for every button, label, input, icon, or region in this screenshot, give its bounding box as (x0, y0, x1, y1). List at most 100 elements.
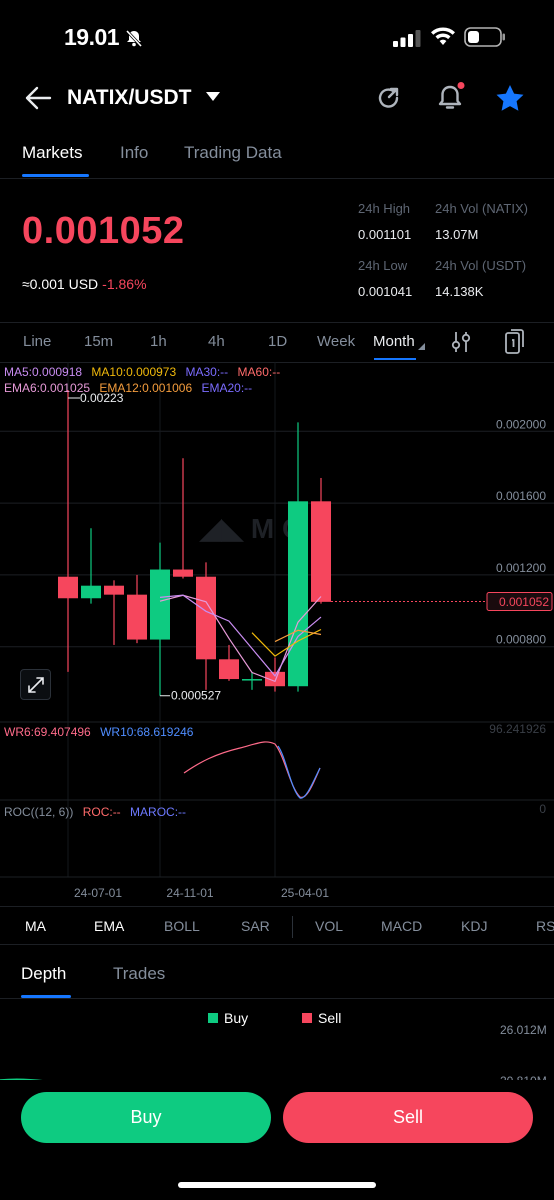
low-marker-label: 0.000527 (171, 689, 221, 703)
interval-month[interactable]: Month (373, 333, 415, 350)
interval-1h[interactable]: 1h (150, 333, 167, 350)
buy-swatch (208, 1013, 218, 1023)
candlestick-chart[interactable]: 0.002000 0.001600 0.001200 0.000800 24-07-01… (0, 362, 554, 902)
indicator-ema[interactable]: EMA (94, 918, 125, 934)
indicator-macd[interactable]: MACD (381, 918, 423, 934)
high-label: 24h High (358, 201, 411, 216)
candle-body (265, 671, 285, 687)
cellular-signal-icon (393, 30, 421, 47)
maroc-value: MAROC:-- (130, 805, 187, 819)
candle-body (58, 576, 78, 599)
indicator-sar[interactable]: SAR (241, 918, 270, 934)
roc-value: ROC:-- (82, 805, 121, 819)
sell-legend-label: Sell (318, 1010, 342, 1026)
interval-15m[interactable]: 15m (84, 333, 114, 350)
ma10-value: MA10:0.000973 (91, 365, 177, 379)
last-price-tag (486, 591, 553, 611)
indicator-vol[interactable]: VOL (315, 918, 344, 934)
candle-body (311, 501, 331, 602)
roc-legend: ROC((12, 6)) ROC:-- MAROC:-- (4, 805, 186, 819)
ma60-value: MA60:-- (237, 365, 281, 379)
high-marker-label: 0.00223 (80, 391, 124, 405)
indicator-boll[interactable]: BOLL (164, 918, 200, 934)
roc-axis-label: 0 (539, 802, 546, 816)
indicator-ma[interactable]: MA (25, 918, 46, 934)
silent-mode-icon (124, 28, 144, 48)
candle-body (288, 501, 308, 687)
depth-legend-sell: Sell (302, 1010, 341, 1026)
tab-trading-data[interactable]: Trading Data (184, 143, 282, 162)
candle-body (242, 679, 262, 681)
indicator-settings-icon[interactable] (450, 330, 472, 354)
interval-active-underline (374, 358, 416, 360)
last-price-tag-label: 0.001052 (499, 595, 549, 609)
low-label: 24h Low (358, 258, 408, 273)
indicator-rsi[interactable]: RS (536, 918, 554, 934)
wr6-value: WR6:69.407496 (4, 725, 91, 739)
interval-more-caret-icon (418, 343, 425, 350)
y-tick-label: 0.000800 (496, 633, 546, 647)
x-tick-label: 25-04-01 (281, 886, 329, 900)
wr-legend: WR6:69.407496 WR10:68.619246 (4, 725, 193, 739)
buy-button[interactable]: Buy (21, 1092, 271, 1143)
candle-body (219, 659, 239, 680)
interval-top-divider (0, 322, 554, 323)
wr-axis-label: 96.241926 (489, 722, 546, 736)
fullscreen-button[interactable] (20, 669, 51, 700)
sell-button[interactable]: Sell (283, 1092, 533, 1143)
candle-body (173, 569, 193, 577)
high-value: 0.001101 (358, 227, 412, 242)
depth-divider (0, 998, 554, 999)
interval-1d[interactable]: 1D (268, 333, 288, 350)
last-price: 0.001052 (22, 210, 185, 252)
expand-icon (27, 676, 45, 694)
status-time: 19.01 (64, 24, 120, 50)
roc-param: ROC((12, 6)) (4, 805, 74, 819)
vol-base-value: 13.07M (435, 227, 479, 242)
tab-trades[interactable]: Trades (113, 964, 166, 983)
price-change: -1.86% (102, 276, 147, 292)
depth-axis-top: 26.012M (500, 1023, 547, 1037)
interval-4h[interactable]: 4h (208, 333, 225, 350)
active-tab-indicator (22, 174, 89, 177)
wifi-icon (430, 27, 456, 47)
ema20-value: EMA20:-- (201, 381, 253, 395)
depth-legend-buy: Buy (208, 1010, 248, 1026)
candle-body (81, 585, 101, 599)
battery-icon (464, 27, 506, 47)
back-arrow-icon[interactable] (24, 85, 52, 111)
interval-line[interactable]: Line (23, 333, 52, 350)
y-tick-label: 0.001200 (496, 561, 546, 575)
pair-title[interactable]: NATIX/USDT (67, 86, 192, 109)
ma5-value: MA5:0.000918 (4, 365, 83, 379)
price-subline: ≈0.001 USD -1.86% (22, 276, 147, 292)
tab-depth[interactable]: Depth (21, 964, 67, 983)
ma30-value: MA30:-- (185, 365, 229, 379)
indicator-top-divider (0, 906, 554, 907)
indicator-kdj[interactable]: KDJ (461, 918, 488, 934)
share-refresh-icon[interactable] (375, 84, 403, 112)
chart-mode-icon[interactable] (503, 329, 525, 355)
tab-markets[interactable]: Markets (22, 143, 83, 162)
candle-body (104, 585, 124, 595)
interval-week[interactable]: Week (317, 333, 356, 350)
candle-body (196, 576, 216, 660)
indicator-bottom-divider (0, 944, 554, 945)
x-tick-label: 24-07-01 (74, 886, 122, 900)
indicator-separator (292, 916, 293, 938)
wr6-line (183, 741, 321, 798)
wr10-value: WR10:68.619246 (100, 725, 194, 739)
favorite-star-icon[interactable] (495, 84, 525, 112)
ema-legend: EMA6:0.001025 EMA12:0.001006 EMA20:-- (4, 381, 252, 395)
ema6-value: EMA6:0.001025 (4, 381, 91, 395)
vol-quote-label: 24h Vol (USDT) (435, 258, 527, 273)
x-tick-label: 24-11-01 (166, 886, 213, 900)
ema12-line (274, 629, 322, 643)
notification-bell-icon[interactable] (436, 82, 466, 112)
usd-approx: ≈0.001 USD (22, 276, 99, 292)
tab-info[interactable]: Info (120, 143, 149, 162)
tabs-divider (0, 178, 554, 179)
dropdown-caret-icon[interactable] (206, 92, 220, 102)
watermark-logo: ◢◣ M C (198, 513, 302, 544)
ma-legend: MA5:0.000918 MA10:0.000973 MA30:-- MA60:… (4, 365, 280, 379)
